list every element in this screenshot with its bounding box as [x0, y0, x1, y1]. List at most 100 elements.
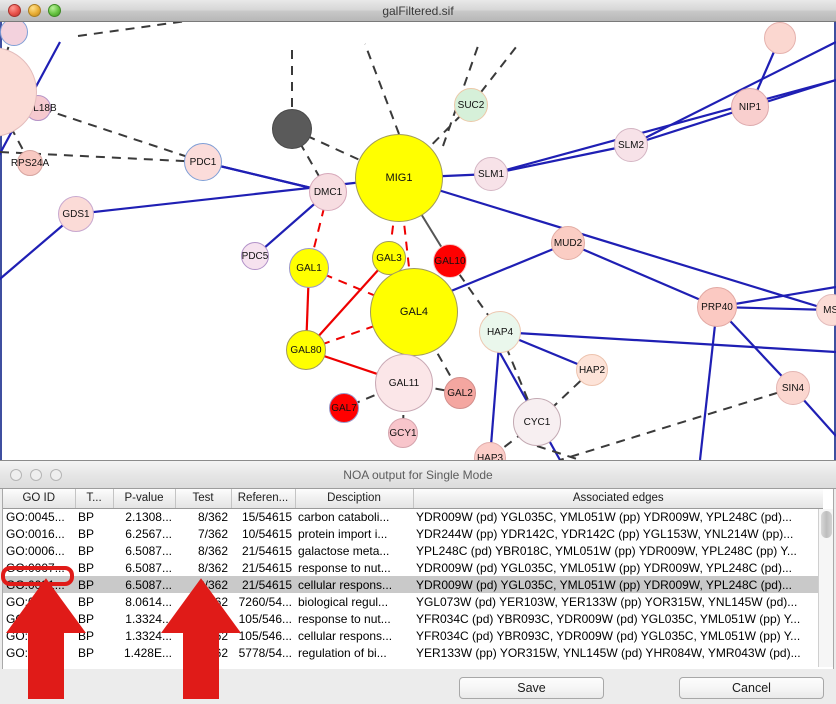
table-row[interactable]: GO:0045... BP 2.1308... 8/362 15/54615 carbon…: [3, 508, 823, 525]
table-row[interactable]: GO:0031... BP 1.3324... 11/362 105/546... cel…: [3, 627, 823, 644]
network-node[interactable]: [764, 22, 796, 54]
network-node-cyc1[interactable]: CYC1: [513, 398, 561, 446]
cell-description: protein import i...: [298, 526, 388, 541]
noa-close-button[interactable]: [10, 469, 22, 481]
network-node-rps24a[interactable]: RPS24A: [11, 150, 49, 176]
node-label: HAP3: [476, 452, 504, 461]
noa-titlebar: NOA output for Single Mode: [0, 461, 836, 489]
cell-pvalue: 6.5087...: [125, 560, 172, 575]
table-row[interactable]: GO:0065... BP 8.0614... 94/362 7260/54... bio…: [3, 593, 823, 610]
network-node-slm2[interactable]: SLM2: [614, 128, 648, 162]
node-label: NIP1: [738, 101, 762, 113]
main-window-title: galFiltered.sif: [382, 4, 454, 18]
column-header-pvalue[interactable]: P-value: [113, 489, 176, 509]
network-node-gal1[interactable]: GAL1: [289, 248, 329, 288]
go-results-table-container[interactable]: GO ID T... P-value Test Referen... Desci…: [2, 489, 834, 669]
table-row[interactable]: GO:0016... BP 6.2567... 7/362 10/54615 protei…: [3, 525, 823, 542]
canvas-left-border: [0, 22, 2, 460]
node-label: SUC2: [457, 99, 485, 111]
cell-type: BP: [78, 628, 95, 643]
node-label: PDC5: [241, 250, 269, 262]
close-button[interactable]: [8, 4, 21, 17]
cell-type: BP: [78, 560, 95, 575]
noa-output-window: NOA output for Single Mode GO ID T... P-…: [0, 460, 836, 704]
network-node-hap4[interactable]: HAP4: [479, 311, 521, 353]
cell-test: 8/362: [197, 509, 228, 524]
network-node-gal4[interactable]: GAL4: [370, 268, 458, 356]
node-label: GAL1: [296, 262, 322, 274]
network-node-gal2[interactable]: GAL2: [444, 377, 476, 409]
main-window-titlebar: galFiltered.sif: [0, 0, 836, 22]
network-node-pdc5[interactable]: PDC5: [241, 242, 269, 270]
network-node-sin4[interactable]: SIN4: [776, 371, 810, 405]
minimize-button[interactable]: [28, 4, 41, 17]
network-node-gal10[interactable]: GAL10: [433, 244, 467, 278]
scrollbar-thumb[interactable]: [821, 511, 832, 538]
column-header-reference[interactable]: Referen...: [231, 489, 296, 509]
column-header-type[interactable]: T...: [75, 489, 114, 509]
cell-pvalue: 6.5087...: [125, 543, 172, 558]
network-node-gcy1[interactable]: GCY1: [388, 418, 418, 448]
column-header-go-id[interactable]: GO ID: [3, 489, 76, 509]
cell-description: response to nut...: [298, 611, 391, 626]
cell-go-id: GO:0065...: [6, 594, 65, 609]
cell-pvalue: 6.5087...: [113, 576, 175, 593]
cell-test: 8/362: [197, 543, 228, 558]
cell-pvalue: 1.3324...: [125, 611, 172, 626]
cell-associated-edges: YFR034C (pd) YBR093C, YDR009W (pd) YGL03…: [416, 611, 801, 626]
network-node[interactable]: [0, 22, 28, 46]
network-node-dmc1[interactable]: DMC1: [309, 173, 347, 211]
table-row[interactable]: GO:0006... BP 6.5087... 8/362 21/54615 galact…: [3, 542, 823, 559]
cancel-button[interactable]: Cancel: [679, 677, 824, 699]
cell-go-id: GO:0031...: [6, 611, 65, 626]
cell-reference: 5778/54...: [238, 645, 292, 660]
network-node-gal11[interactable]: GAL11: [375, 354, 433, 412]
cell-description: cellular respons...: [295, 576, 413, 593]
node-label: MUD2: [553, 237, 583, 249]
noa-minimize-button[interactable]: [30, 469, 42, 481]
cell-pvalue: 2.1308...: [125, 509, 172, 524]
network-node-nip1[interactable]: NIP1: [731, 88, 769, 126]
column-header-test[interactable]: Test: [175, 489, 232, 509]
column-header-associated-edges[interactable]: Associated edges: [413, 489, 823, 509]
column-header-description[interactable]: Desciption: [295, 489, 414, 509]
node-label: DMC1: [313, 186, 343, 198]
network-node-pdc1[interactable]: PDC1: [184, 143, 222, 181]
network-node-gal7[interactable]: GAL7: [329, 393, 359, 423]
cell-type: BP: [78, 509, 95, 524]
network-node-mud2[interactable]: MUD2: [551, 226, 585, 260]
node-label: SLM2: [617, 139, 645, 151]
table-row[interactable]: GO:0007... BP 6.5087... 8/362 21/54615 respon…: [3, 559, 823, 576]
table-row[interactable]: GO:0031... BP 1.3324... 11/362 105/546... res…: [3, 610, 823, 627]
cell-pvalue: 1.428E...: [123, 645, 172, 660]
table-row[interactable]: GO:0031... BP 6.5087... 8/362 21/54615 cellul…: [3, 576, 823, 593]
table-row[interactable]: GO:0050... BP 1.428E... 80/362 5778/54... reg…: [3, 644, 823, 661]
network-node-hap2[interactable]: HAP2: [576, 354, 608, 386]
cell-test: 7/362: [197, 526, 228, 541]
cell-type: BP: [78, 594, 95, 609]
cell-test: 80/362: [191, 645, 228, 660]
cell-reference: 105/546...: [238, 628, 292, 643]
cell-associated-edges: YER133W (pp) YOR315W, YNL145W (pd) YHR08…: [416, 645, 801, 660]
noa-zoom-button[interactable]: [50, 469, 62, 481]
network-node-gds1[interactable]: GDS1: [58, 196, 94, 232]
zoom-button[interactable]: [48, 4, 61, 17]
node-label: CYC1: [523, 416, 551, 428]
network-node[interactable]: [272, 109, 312, 149]
node-label: MSI: [823, 304, 836, 316]
node-label: SIN4: [781, 382, 805, 394]
network-node-prp40[interactable]: PRP40: [697, 287, 737, 327]
noa-window-title: NOA output for Single Mode: [343, 468, 493, 482]
cell-description: regulation of bi...: [298, 645, 387, 660]
save-button[interactable]: Save: [459, 677, 604, 699]
cell-go-id: GO:0031...: [3, 576, 75, 593]
cell-associated-edges: YFR034C (pd) YBR093C, YDR009W (pd) YGL03…: [416, 628, 801, 643]
network-node-gal80[interactable]: GAL80: [286, 330, 326, 370]
cell-reference: 10/54615: [241, 526, 292, 541]
results-vertical-scrollbar[interactable]: [818, 509, 833, 667]
network-node-mig1[interactable]: MIG1: [355, 134, 443, 222]
network-node-slm1[interactable]: SLM1: [474, 157, 508, 191]
network-canvas[interactable]: RPL18B RPS24A GDS1 PDC1 DMC1 PDC5 MIG1 SUC2 SLM1…: [0, 22, 836, 460]
network-node-suc2[interactable]: SUC2: [454, 88, 488, 122]
cell-test: 8/362: [197, 560, 228, 575]
